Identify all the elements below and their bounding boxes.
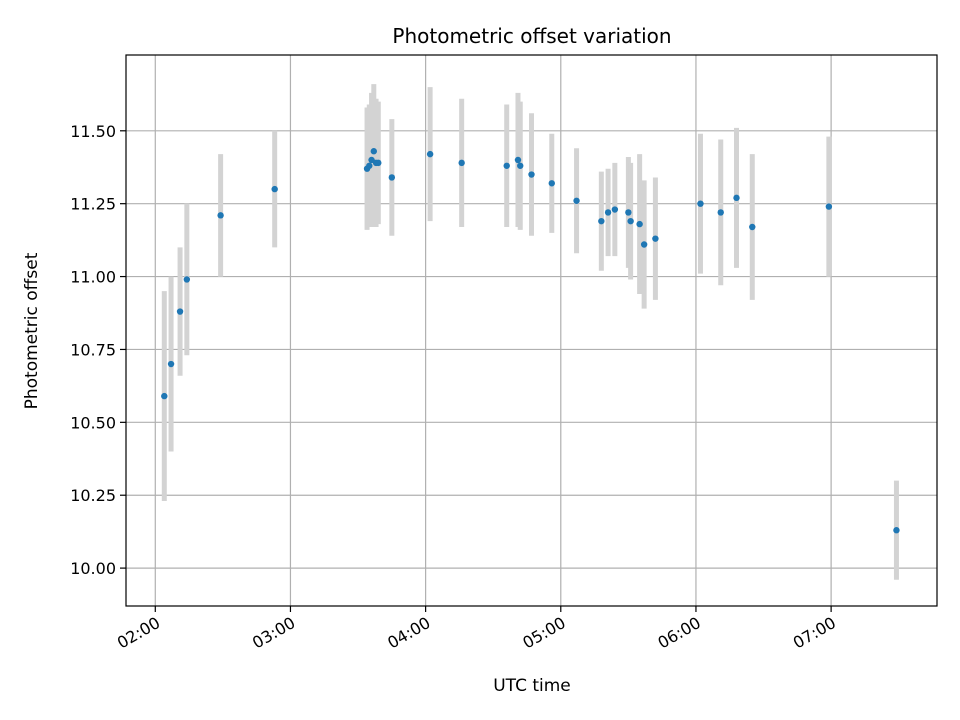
data-point: [697, 200, 704, 207]
x-axis-ticks: 02:00 03:00 04:00 05:00 06:00 07:00: [114, 606, 839, 653]
data-point: [825, 203, 833, 210]
data-point: [426, 150, 434, 158]
data-point: [598, 217, 605, 225]
y-axis-label: Photometric offset: [22, 252, 42, 409]
y-tick-label: 10.75: [70, 340, 116, 359]
x-tick-label: 03:00: [249, 613, 298, 653]
data-point: [548, 180, 555, 187]
y-tick-label: 11.00: [70, 268, 116, 287]
data-point: [652, 235, 659, 242]
data-point: [636, 220, 643, 228]
data-point: [573, 197, 580, 204]
data-point: [370, 148, 378, 155]
y-tick-label: 11.25: [70, 195, 116, 214]
data-point: [611, 206, 619, 213]
y-tick-label: 10.50: [70, 413, 116, 432]
error-bars: [161, 84, 899, 580]
y-tick-label: 10.00: [70, 559, 116, 578]
data-point: [183, 276, 191, 283]
plot-frame: [125, 54, 938, 607]
data-point: [604, 209, 612, 216]
chart-title: Photometric offset variation: [392, 24, 671, 48]
data-point: [366, 162, 373, 169]
data-point: [458, 159, 465, 167]
data-point: [388, 174, 396, 181]
data-point: [528, 171, 535, 178]
x-tick-label: 02:00: [114, 613, 163, 653]
data-point: [176, 308, 184, 315]
data-point: [514, 156, 522, 164]
data-point: [167, 360, 175, 368]
data-points: [161, 148, 900, 534]
data-point: [640, 241, 648, 248]
data-point: [375, 159, 382, 167]
data-point: [503, 162, 510, 169]
data-point: [627, 217, 634, 225]
x-tick-label: 06:00: [655, 613, 704, 653]
x-axis-label: UTC time: [493, 676, 571, 696]
data-point: [625, 209, 632, 216]
y-tick-label: 11.50: [70, 122, 116, 141]
data-point: [161, 392, 168, 400]
data-point: [749, 223, 756, 231]
x-tick-label: 07:00: [790, 613, 839, 653]
y-tick-label: 10.25: [70, 486, 116, 505]
y-axis-ticks: 10.00 10.25 10.50 10.75 11.00 11.25 11.50: [70, 122, 126, 578]
data-point: [733, 194, 740, 202]
data-point: [271, 185, 278, 193]
data-point: [717, 209, 724, 216]
data-point: [893, 527, 900, 534]
x-tick-label: 05:00: [519, 613, 568, 653]
data-point: [517, 162, 524, 169]
x-tick-label: 04:00: [384, 613, 433, 653]
data-point: [217, 212, 224, 219]
